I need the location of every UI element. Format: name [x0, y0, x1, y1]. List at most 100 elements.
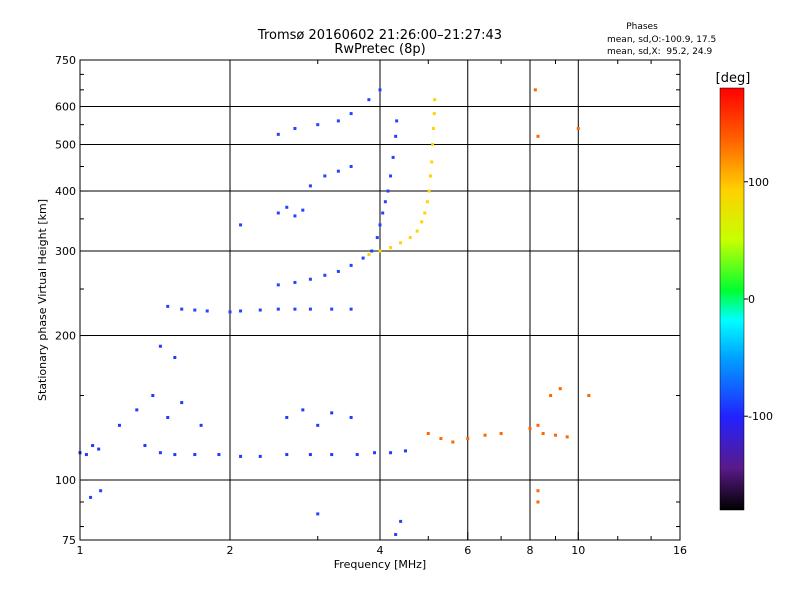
colorbar-label: [deg] [716, 71, 751, 86]
echo-point [367, 253, 371, 257]
y-tick-label: 600 [55, 101, 76, 114]
gridlines [80, 60, 680, 540]
echo-point [576, 126, 580, 130]
echo-point [536, 423, 540, 427]
x-tick-label: 16 [673, 544, 687, 557]
echo-point [389, 246, 393, 250]
echo-point [395, 119, 399, 123]
echo-point [415, 229, 419, 233]
x-tick-label: 4 [377, 544, 384, 557]
echo-point [370, 249, 374, 253]
axis-ticks: 1 2 4 6 8 10 16 75 100 200 300 400 500 600 750 [55, 54, 687, 557]
y-tick-label: 500 [55, 139, 76, 152]
echo-point [173, 453, 177, 457]
echo-point [308, 307, 312, 311]
echo-point [316, 123, 320, 127]
echo-point [349, 112, 353, 116]
echo-point [301, 208, 305, 212]
echo-point [285, 205, 289, 209]
echo-point [420, 220, 424, 224]
colorbar-ticks: 100 0 -100 [744, 176, 773, 423]
colorbar-tick-label: -100 [748, 410, 773, 423]
echo-point [158, 451, 162, 455]
echo-point [536, 489, 540, 493]
echo-point [117, 423, 121, 427]
echo-point [336, 169, 340, 173]
echo-point [336, 269, 340, 273]
stats-x-line: mean, sd,X: 95.2, 24.9 [607, 47, 713, 57]
x-tick-label: 10 [571, 544, 585, 557]
echo-point [330, 453, 334, 457]
echo-point [383, 200, 387, 204]
echo-point [135, 408, 139, 412]
echo-point [394, 134, 398, 138]
echo-point [89, 495, 93, 499]
colorbar-tick-label: 0 [748, 293, 755, 306]
echo-point [499, 432, 503, 436]
y-tick-label: 750 [55, 54, 76, 67]
x-tick-label: 2 [227, 544, 234, 557]
echo-point [533, 88, 537, 92]
echo-point [205, 309, 209, 313]
echo-point [316, 423, 320, 427]
echo-point [151, 394, 155, 398]
y-tick-label: 75 [62, 534, 76, 547]
echo-point [276, 283, 280, 287]
echo-point [399, 519, 403, 523]
echo-point [239, 454, 243, 458]
x-tick-label: 8 [527, 544, 534, 557]
x-axis-label: Frequency [MHz] [334, 558, 426, 571]
echo-point [97, 447, 101, 451]
echo-point [439, 437, 443, 441]
echo-point [258, 454, 262, 458]
echo-point [431, 126, 435, 130]
echo-point [285, 453, 289, 457]
echo-point [276, 307, 280, 311]
echo-point [423, 211, 427, 215]
echo-point [276, 211, 280, 215]
echo-point [308, 453, 312, 457]
echo-point [466, 437, 470, 441]
y-tick-label: 300 [55, 245, 76, 258]
echo-point [565, 435, 569, 439]
echo-point [428, 174, 432, 178]
echo-point [239, 309, 243, 313]
echo-point [367, 98, 371, 102]
echo-point [536, 134, 540, 138]
echo-point [239, 223, 243, 227]
echo-point [349, 415, 353, 419]
echo-point [336, 119, 340, 123]
echo-point [389, 174, 393, 178]
echo-point [451, 440, 455, 444]
echo-point [378, 249, 382, 253]
echo-point [430, 160, 434, 164]
echo-point [293, 280, 297, 284]
echo-point [276, 132, 280, 136]
echo-point [330, 307, 334, 311]
echo-point [180, 401, 184, 405]
echo-point [217, 453, 221, 457]
echo-point [433, 98, 437, 102]
echo-point [389, 451, 393, 455]
echo-point [426, 432, 430, 436]
echo-point [323, 273, 327, 277]
echo-point [293, 307, 297, 311]
echo-point [536, 500, 540, 504]
echo-point [541, 432, 545, 436]
echo-point [587, 394, 591, 398]
echo-point [483, 433, 487, 437]
echo-point [549, 394, 553, 398]
echo-point [391, 155, 395, 159]
x-tick-label: 1 [77, 544, 84, 557]
echo-point [166, 304, 170, 308]
echo-point [361, 256, 365, 260]
echo-point [308, 277, 312, 281]
echo-point [99, 489, 103, 493]
data-points [78, 88, 591, 537]
y-tick-label: 200 [55, 330, 76, 343]
echo-point [285, 415, 289, 419]
stats-o-line: mean, sd,O:-100.9, 17.5 [607, 35, 716, 45]
chart-title: Tromsø 20160602 21:26:00–21:27:43 [257, 28, 502, 43]
x-tick-label: 6 [464, 544, 471, 557]
